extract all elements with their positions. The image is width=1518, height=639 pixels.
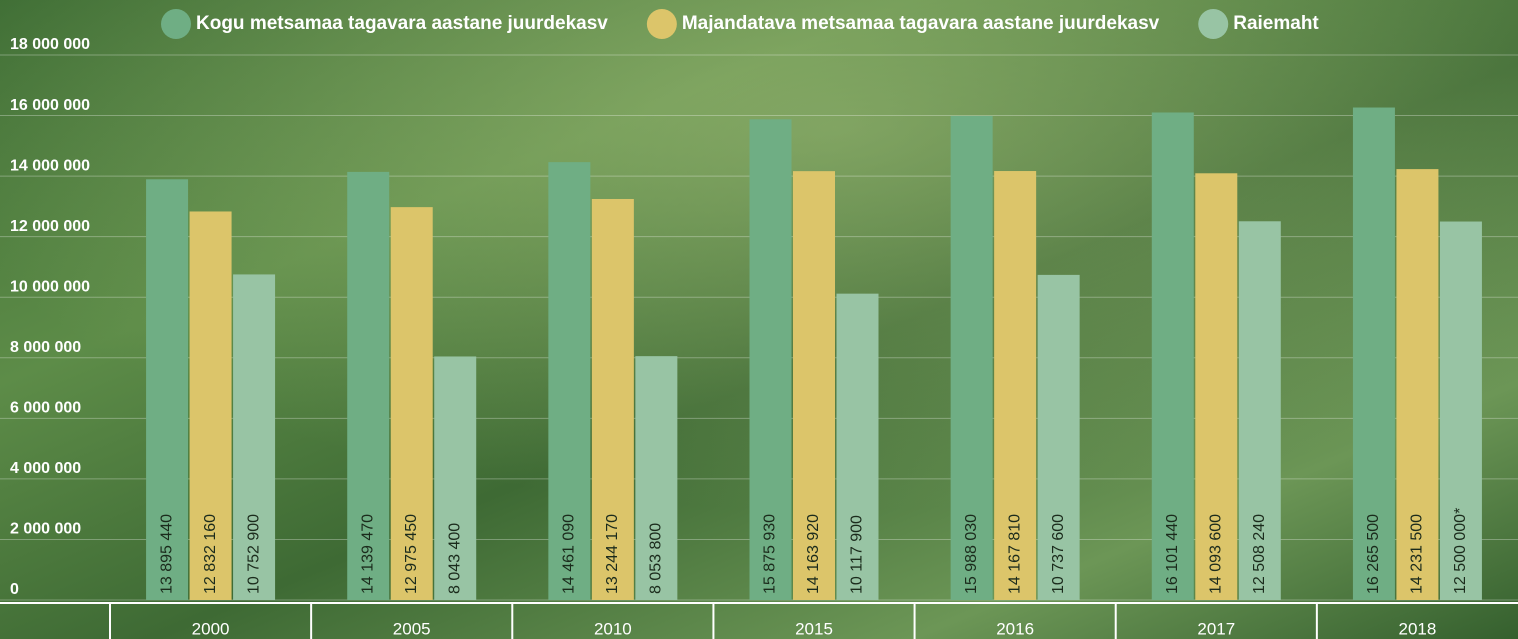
legend-label: Majandatava metsamaa tagavara aastane ju… [682,13,1160,34]
y-tick-label: 16 000 000 [10,97,90,114]
bar [1439,221,1482,600]
bar [189,211,232,601]
bar [1396,169,1439,600]
y-tick-label: 0 [10,581,19,598]
bar [1151,112,1194,600]
value-label: 10 752 900 [245,514,262,594]
value-label: 14 093 600 [1208,514,1225,594]
legend-label: Raiemaht [1233,13,1319,34]
value-label: 10 117 900 [849,515,866,594]
y-tick-label: 4 000 000 [10,460,81,477]
value-label: 12 975 450 [403,514,420,594]
legend-marker [646,9,677,39]
x-tick-label: 2016 [996,619,1034,638]
legend-marker [161,9,191,39]
bar [1037,274,1080,600]
x-tick-label: 2015 [795,619,833,638]
value-label: 12 832 160 [202,514,219,594]
bar [635,356,678,600]
value-label: 15 988 030 [963,514,980,594]
y-tick-label: 10 000 000 [10,278,90,295]
x-tick-label: 2000 [192,619,230,638]
y-tick-label: 6 000 000 [10,400,81,417]
value-label: 8 043 400 [446,523,463,594]
value-label: 14 231 500 [1409,514,1426,594]
y-tick-label: 8 000 000 [10,339,81,356]
bar [390,207,433,600]
legend-label: Kogu metsamaa tagavara aastane juurdekas… [196,13,608,34]
value-label: 14 139 470 [359,514,376,594]
bar [548,162,591,600]
y-tick-label: 18 000 000 [10,36,90,53]
x-tick-label: 2018 [1399,619,1437,638]
x-tick-label: 2010 [594,619,632,638]
y-tick-label: 2 000 000 [10,521,81,538]
y-tick-label: 14 000 000 [10,157,90,174]
value-label: 13 244 170 [604,514,621,594]
bar [1238,221,1281,600]
value-label: 14 461 090 [561,514,578,594]
bar [1195,173,1238,601]
bar [434,356,477,600]
value-label: 10 737 600 [1050,514,1067,594]
bar [793,171,835,600]
legend-marker [1198,9,1229,39]
bar [146,179,189,600]
value-label: 16 265 500 [1365,514,1382,594]
x-tick-label: 2017 [1197,619,1235,638]
bar [233,274,276,600]
bar [591,198,634,600]
bar [950,115,993,601]
bar [836,293,879,600]
value-label: 13 895 440 [158,514,175,594]
bar [1352,107,1395,600]
bar [994,171,1037,600]
value-label: 12 508 240 [1251,514,1268,594]
value-label: 16 101 440 [1164,514,1181,594]
value-label: 14 167 810 [1006,514,1023,594]
value-label: 8 053 800 [648,523,665,594]
y-tick-label: 12 000 000 [10,218,90,235]
bar [749,119,792,600]
x-tick-label: 2005 [393,619,431,638]
value-label: 12 500 000* [1452,508,1469,594]
value-label: 14 163 920 [805,514,822,594]
value-label: 15 875 930 [762,514,779,594]
bar [347,171,390,600]
